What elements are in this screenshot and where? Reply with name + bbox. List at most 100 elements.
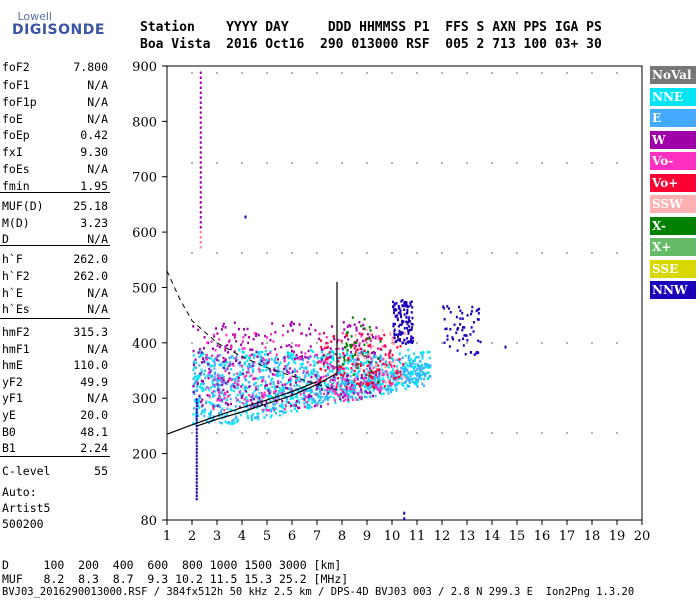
- echo-point: [374, 394, 377, 398]
- echo-point: [378, 337, 381, 340]
- echo-point: [201, 361, 204, 364]
- echo-point: [443, 318, 446, 321]
- echo-point: [405, 301, 408, 304]
- echo-point: [309, 355, 312, 358]
- echo-point: [379, 360, 382, 363]
- echo-point: [197, 404, 200, 407]
- echo-point: [402, 364, 405, 367]
- echo-point: [222, 397, 225, 401]
- echo-point: [228, 356, 231, 360]
- echo-point: [211, 395, 214, 398]
- echo-point: [334, 392, 337, 395]
- echo-point: [354, 363, 357, 366]
- echo-point: [399, 323, 402, 327]
- echo-point: [384, 345, 387, 348]
- echo-point: [354, 396, 357, 400]
- echo-point: [287, 356, 290, 360]
- echo-point: [220, 380, 223, 383]
- echo-point: [477, 318, 480, 321]
- echo-point: [273, 387, 276, 390]
- echo-point: [219, 383, 222, 386]
- echo-point: [309, 388, 312, 391]
- echo-point: [233, 373, 236, 376]
- echo-point: [243, 347, 246, 350]
- echo-point: [230, 344, 233, 348]
- echo-point: [361, 379, 364, 383]
- echo-point: [445, 327, 448, 330]
- echo-point: [282, 411, 285, 415]
- echo-point: [396, 372, 399, 375]
- echo-point: [389, 331, 392, 335]
- echo-point: [396, 368, 399, 372]
- echo-point: [340, 389, 343, 392]
- echo-point: [285, 400, 288, 403]
- echo-point: [238, 400, 241, 404]
- param-row: foF1p N/A: [2, 95, 108, 111]
- echo-point: [326, 352, 329, 356]
- echo-point: [424, 362, 427, 366]
- streak-point: [195, 457, 198, 461]
- echo-point: [192, 422, 195, 425]
- echo-point: [295, 353, 298, 357]
- y-tick-label: 300: [132, 392, 157, 407]
- streak-point: [195, 404, 198, 408]
- echo-point: [317, 393, 320, 397]
- echo-point: [220, 328, 223, 331]
- echo-point: [421, 382, 424, 386]
- echo-point: [198, 364, 201, 367]
- echo-point: [463, 334, 466, 337]
- echo-point: [229, 385, 232, 388]
- echo-point: [288, 387, 291, 391]
- logo-line2: DIGISONDE: [12, 22, 105, 38]
- echo-point: [352, 384, 355, 388]
- echo-point: [416, 380, 419, 383]
- echo-point: [355, 361, 358, 365]
- echo-point: [326, 341, 329, 345]
- echo-point: [211, 354, 214, 358]
- echo-point: [361, 332, 364, 336]
- echo-point: [202, 409, 205, 412]
- echo-point: [352, 361, 355, 364]
- echo-point: [342, 396, 345, 399]
- echo-point: [351, 396, 354, 399]
- echo-point: [335, 352, 338, 356]
- echo-point: [388, 354, 391, 358]
- echo-point: [291, 370, 294, 373]
- echo-point: [443, 341, 446, 344]
- echo-point: [294, 361, 297, 365]
- isolated-point: [403, 517, 406, 521]
- echo-point: [404, 380, 407, 383]
- echo-point: [372, 381, 375, 385]
- echo-point: [224, 360, 227, 363]
- echo-point: [294, 344, 297, 347]
- legend-item: SSE: [650, 259, 696, 278]
- echo-point: [385, 362, 388, 365]
- echo-point: [215, 378, 218, 381]
- echo-point: [220, 422, 223, 425]
- x-tick-label: 16: [534, 529, 551, 544]
- echo-point: [363, 327, 366, 330]
- echo-point: [457, 326, 460, 330]
- echo-point: [267, 409, 270, 412]
- echo-point: [244, 389, 247, 393]
- echo-point: [271, 373, 274, 376]
- echo-point: [410, 328, 413, 331]
- echo-point: [305, 334, 308, 337]
- echo-point: [333, 399, 336, 402]
- echo-point: [362, 362, 365, 365]
- echo-point: [316, 372, 319, 376]
- x-tick-label: 10: [384, 529, 401, 544]
- echo-point: [393, 328, 396, 332]
- echo-point: [208, 356, 211, 360]
- echo-point: [227, 403, 230, 407]
- echo-point: [328, 390, 331, 393]
- echo-point: [204, 376, 207, 380]
- echo-point: [271, 406, 274, 409]
- echo-point: [193, 366, 196, 369]
- echo-point: [297, 400, 300, 404]
- echo-point: [347, 361, 350, 365]
- echo-point: [353, 369, 356, 373]
- param-row: MUF(D) 25.18: [2, 199, 108, 215]
- echo-point: [464, 352, 467, 356]
- echo-point: [326, 357, 329, 361]
